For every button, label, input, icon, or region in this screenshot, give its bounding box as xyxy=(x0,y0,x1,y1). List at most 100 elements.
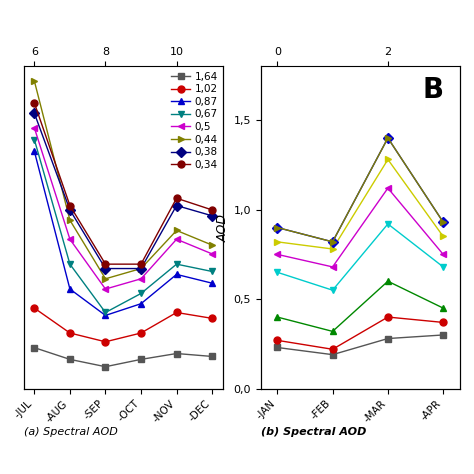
Line: 0,38: 0,38 xyxy=(31,110,216,272)
0,34 xyxy=(31,100,37,106)
0,87 xyxy=(67,286,73,292)
0,34 xyxy=(330,239,336,245)
0,67 xyxy=(330,287,336,293)
Line: 0,87: 0,87 xyxy=(31,148,216,319)
0,5 xyxy=(385,185,391,191)
0,38 xyxy=(274,225,280,230)
Line: 1,64: 1,64 xyxy=(31,344,216,370)
0,44 xyxy=(440,234,446,239)
1,02 xyxy=(385,314,391,320)
0,67 xyxy=(138,291,144,296)
1,02 xyxy=(31,305,37,311)
Line: 0,5: 0,5 xyxy=(31,124,216,292)
Line: 0,67: 0,67 xyxy=(31,136,216,316)
1,64 xyxy=(274,345,280,350)
0,5 xyxy=(210,251,215,257)
0,38 xyxy=(102,266,108,272)
0,5 xyxy=(274,252,280,257)
1,64 xyxy=(67,356,73,362)
1,64 xyxy=(31,345,37,350)
0,67 xyxy=(274,269,280,275)
0,38 xyxy=(173,203,179,209)
1,64 xyxy=(385,336,391,341)
1,02 xyxy=(274,337,280,343)
0,67 xyxy=(210,269,215,274)
Line: 0,44: 0,44 xyxy=(274,156,447,253)
0,44 xyxy=(173,228,179,233)
0,44 xyxy=(31,78,37,84)
1,64 xyxy=(440,332,446,338)
0,5 xyxy=(173,237,179,242)
0,5 xyxy=(440,252,446,257)
Line: 1,02: 1,02 xyxy=(31,305,216,345)
1,64 xyxy=(102,364,108,370)
1,02 xyxy=(330,346,336,352)
0,38 xyxy=(330,239,336,245)
Legend: 1,64, 1,02, 0,87, 0,67, 0,5, 0,44, 0,38, 0,34: 1,64, 1,02, 0,87, 0,67, 0,5, 0,44, 0,38,… xyxy=(172,72,218,170)
0,87 xyxy=(173,272,179,277)
1,02 xyxy=(210,316,215,321)
Line: 0,87: 0,87 xyxy=(274,278,447,335)
Y-axis label: AOD: AOD xyxy=(216,213,229,242)
1,64 xyxy=(210,354,215,359)
Text: B: B xyxy=(423,76,444,104)
1,02 xyxy=(138,330,144,336)
0,87 xyxy=(31,148,37,154)
0,5 xyxy=(102,286,108,292)
0,87 xyxy=(274,314,280,320)
1,02 xyxy=(440,319,446,325)
0,44 xyxy=(102,276,108,282)
0,44 xyxy=(210,242,215,248)
Line: 1,02: 1,02 xyxy=(274,314,447,353)
0,5 xyxy=(330,264,336,270)
Line: 0,38: 0,38 xyxy=(274,135,447,246)
Line: 0,34: 0,34 xyxy=(31,100,216,268)
0,34 xyxy=(385,135,391,141)
0,67 xyxy=(31,137,37,143)
0,38 xyxy=(138,266,144,272)
0,44 xyxy=(67,218,73,223)
1,64 xyxy=(173,351,179,356)
0,5 xyxy=(31,125,37,131)
0,5 xyxy=(138,276,144,282)
0,87 xyxy=(138,301,144,307)
0,87 xyxy=(330,328,336,334)
0,67 xyxy=(385,221,391,227)
0,67 xyxy=(102,310,108,315)
0,67 xyxy=(67,261,73,267)
0,87 xyxy=(210,280,215,286)
Text: (b) Spectral AOD: (b) Spectral AOD xyxy=(261,427,366,437)
0,38 xyxy=(31,110,37,116)
0,87 xyxy=(102,312,108,318)
0,34 xyxy=(173,195,179,201)
1,02 xyxy=(67,330,73,336)
0,44 xyxy=(385,156,391,162)
0,34 xyxy=(440,219,446,225)
Line: 0,67: 0,67 xyxy=(274,220,447,294)
Line: 0,44: 0,44 xyxy=(31,78,216,283)
0,87 xyxy=(385,278,391,284)
0,34 xyxy=(274,225,280,230)
0,67 xyxy=(173,261,179,267)
Text: (a) Spectral AOD: (a) Spectral AOD xyxy=(24,427,118,437)
0,44 xyxy=(138,266,144,272)
0,38 xyxy=(385,135,391,141)
0,34 xyxy=(67,203,73,209)
1,64 xyxy=(138,356,144,362)
Line: 1,64: 1,64 xyxy=(274,331,447,358)
0,67 xyxy=(440,264,446,270)
0,34 xyxy=(210,207,215,213)
0,87 xyxy=(440,305,446,311)
Line: 0,5: 0,5 xyxy=(274,185,447,270)
0,44 xyxy=(330,246,336,252)
0,34 xyxy=(138,261,144,267)
1,02 xyxy=(102,339,108,345)
1,64 xyxy=(330,352,336,357)
1,02 xyxy=(173,310,179,315)
0,38 xyxy=(440,219,446,225)
0,38 xyxy=(210,213,215,219)
0,44 xyxy=(274,239,280,245)
0,5 xyxy=(67,237,73,242)
0,34 xyxy=(102,261,108,267)
0,38 xyxy=(67,207,73,213)
